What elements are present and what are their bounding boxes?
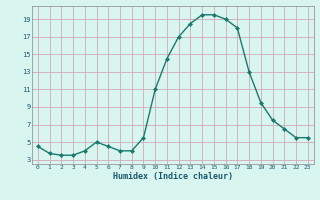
- X-axis label: Humidex (Indice chaleur): Humidex (Indice chaleur): [113, 172, 233, 181]
